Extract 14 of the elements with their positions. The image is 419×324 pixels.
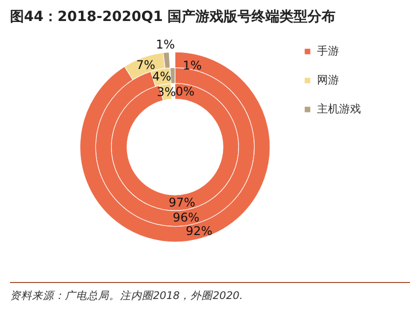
legend-label: 手游 [317, 44, 339, 58]
data-label: 97% [168, 195, 196, 210]
text: 资料来源：广电总局。注内圈2018，外圈2020. [10, 282, 410, 303]
legend-label: 主机游戏 [317, 102, 361, 116]
data-label: 92% [186, 224, 212, 238]
data-label: 7% [136, 58, 156, 72]
data-label: 4% [152, 70, 172, 84]
chart-title: 图44：2018-2020Q1 国产游戏版号终端类型分布 [10, 8, 336, 26]
data-label: 1% [182, 58, 202, 73]
data-label: 3% [156, 84, 176, 99]
text: 0% [176, 84, 195, 98]
legend-label: 网游 [317, 74, 339, 86]
data-label: 1% [156, 37, 175, 52]
data-label: 96% [172, 210, 200, 225]
